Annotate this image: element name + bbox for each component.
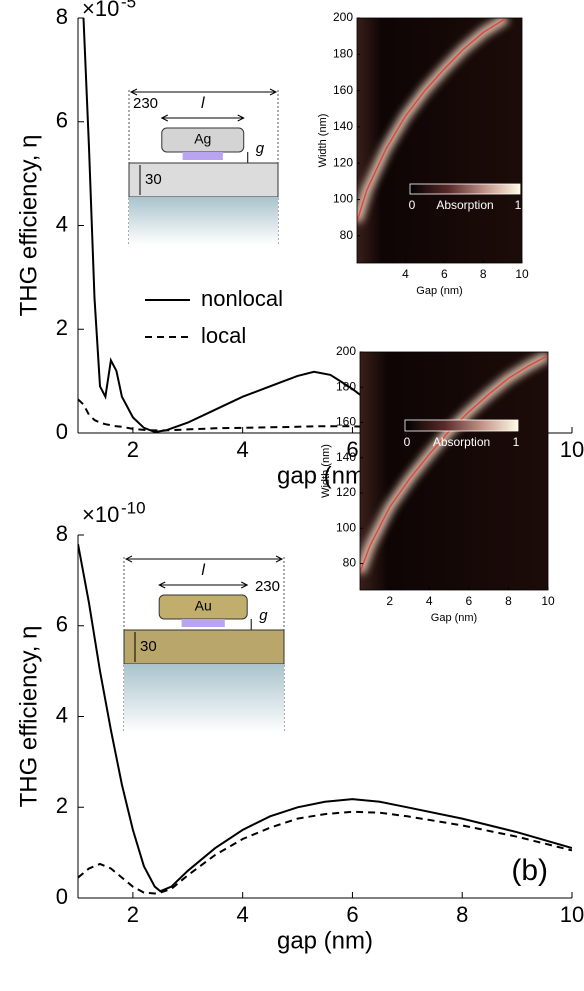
inset-y-tick-label: 100: [333, 192, 353, 206]
x-tick-label: 4: [237, 902, 249, 927]
colorbar-max: 1: [513, 435, 520, 449]
x-tick-label: 6: [346, 902, 358, 927]
inset-x-tick-label: 8: [505, 594, 512, 608]
colorbar-min: 0: [409, 198, 416, 212]
y-tick-label: 8: [56, 521, 68, 546]
y-tick-label: 8: [56, 4, 68, 29]
inset-x-tick-label: 10: [515, 267, 529, 281]
inset-x-label: Gap (nm): [431, 612, 477, 624]
ridge-line: [357, 18, 507, 222]
inset-y-tick-label: 80: [343, 556, 357, 570]
y-tick-label: 0: [56, 884, 68, 909]
width-label: 230: [133, 95, 158, 112]
heatmap-background: [360, 352, 548, 590]
inset-y-tick-label: 120: [333, 155, 353, 169]
legend-label: local: [201, 323, 246, 348]
colorbar: [404, 419, 519, 432]
inset-y-label: Width (nm): [317, 114, 329, 168]
x-tick-label: 8: [456, 902, 468, 927]
inset-y-tick-label: 80: [340, 228, 354, 242]
inset-x-tick-label: 4: [402, 267, 409, 281]
x-tick-label: 4: [237, 437, 249, 462]
gap-label: g: [256, 140, 265, 157]
schematic: 230 l Ag g 30: [128, 88, 279, 245]
inset-x-tick-label: 6: [441, 267, 448, 281]
inset-x-tick-label: 2: [386, 594, 393, 608]
heatmap-frame: [356, 17, 523, 264]
substrate-layer: [123, 629, 285, 665]
inset-x-tick-label: 4: [426, 594, 433, 608]
inset-y-tick-label: 120: [336, 485, 356, 499]
metal-label: Au: [195, 598, 212, 614]
x-axis-label: gap (nm): [277, 462, 373, 489]
x-tick-label: 10: [560, 437, 584, 462]
scale-label: ×10: [82, 0, 119, 21]
x-tick-label: 6: [346, 437, 358, 462]
heatmap-frame: [359, 351, 549, 591]
colorbar-min: 0: [404, 435, 411, 449]
gap-label: g: [259, 607, 268, 624]
inset-y-tick-label: 140: [336, 450, 356, 464]
spacer: [181, 619, 225, 627]
inset-y-tick-label: 180: [333, 46, 353, 60]
inset-y-tick-label: 200: [336, 344, 356, 358]
colorbar: [409, 183, 521, 195]
inset-x-tick-label: 6: [465, 594, 472, 608]
inset-y-label: Width (nm): [320, 444, 332, 498]
y-tick-label: 2: [56, 315, 68, 340]
arrow-heads: [160, 114, 245, 122]
arrow-heads: [124, 555, 284, 563]
y-axis-label: THG efficiency, η: [15, 626, 42, 808]
length-label: l: [201, 562, 205, 579]
colorbar-label: Absorption: [436, 198, 493, 212]
heatmap-background: [357, 18, 522, 263]
spacer: [182, 152, 223, 160]
x-tick-label: 10: [560, 902, 584, 927]
metal-label: Ag: [194, 131, 211, 147]
inset-x-label: Gap (nm): [416, 285, 462, 297]
x-tick-label: 2: [127, 902, 139, 927]
y-tick-label: 2: [56, 793, 68, 818]
y-tick-label: 4: [56, 702, 68, 727]
substrate-layer: [128, 162, 279, 198]
legend-label: nonlocal: [201, 286, 283, 311]
substrate: [124, 664, 284, 733]
schematic: 230 l Au g 30: [123, 555, 285, 733]
colorbar-label: Absorption: [433, 435, 490, 449]
y-tick-label: 4: [56, 211, 68, 236]
y-tick-label: 6: [56, 108, 68, 133]
length-label: l: [201, 95, 205, 112]
thickness-label: 30: [140, 638, 157, 655]
inset-y-tick-label: 140: [333, 119, 353, 133]
colorbar-max: 1: [515, 198, 522, 212]
y-axis-label: THG efficiency, η: [15, 135, 42, 317]
arrow-heads: [158, 581, 249, 589]
inset-y-tick-label: 160: [336, 415, 356, 429]
scale-exponent: -5: [121, 0, 136, 11]
scale-label: ×10: [82, 502, 119, 527]
inset-y-tick-label: 200: [333, 10, 353, 24]
y-tick-label: 0: [56, 419, 68, 444]
inset-y-tick-label: 160: [333, 83, 353, 97]
y-tick-label: 6: [56, 612, 68, 637]
inset-x-tick-label: 8: [480, 267, 487, 281]
scale-exponent: -10: [121, 498, 146, 517]
x-tick-label: 2: [127, 437, 139, 462]
width-label: 230: [255, 578, 280, 595]
inset-x-tick-label: 10: [541, 594, 555, 608]
series-line: [78, 810, 572, 895]
substrate: [129, 197, 278, 245]
panel-label: (b): [511, 854, 548, 887]
inset-y-tick-label: 180: [336, 379, 356, 393]
thickness-label: 30: [145, 171, 162, 188]
inset-y-tick-label: 100: [336, 520, 356, 534]
x-axis-label: gap (nm): [277, 927, 373, 954]
series-line: [78, 543, 572, 893]
arrow-heads: [129, 88, 278, 96]
